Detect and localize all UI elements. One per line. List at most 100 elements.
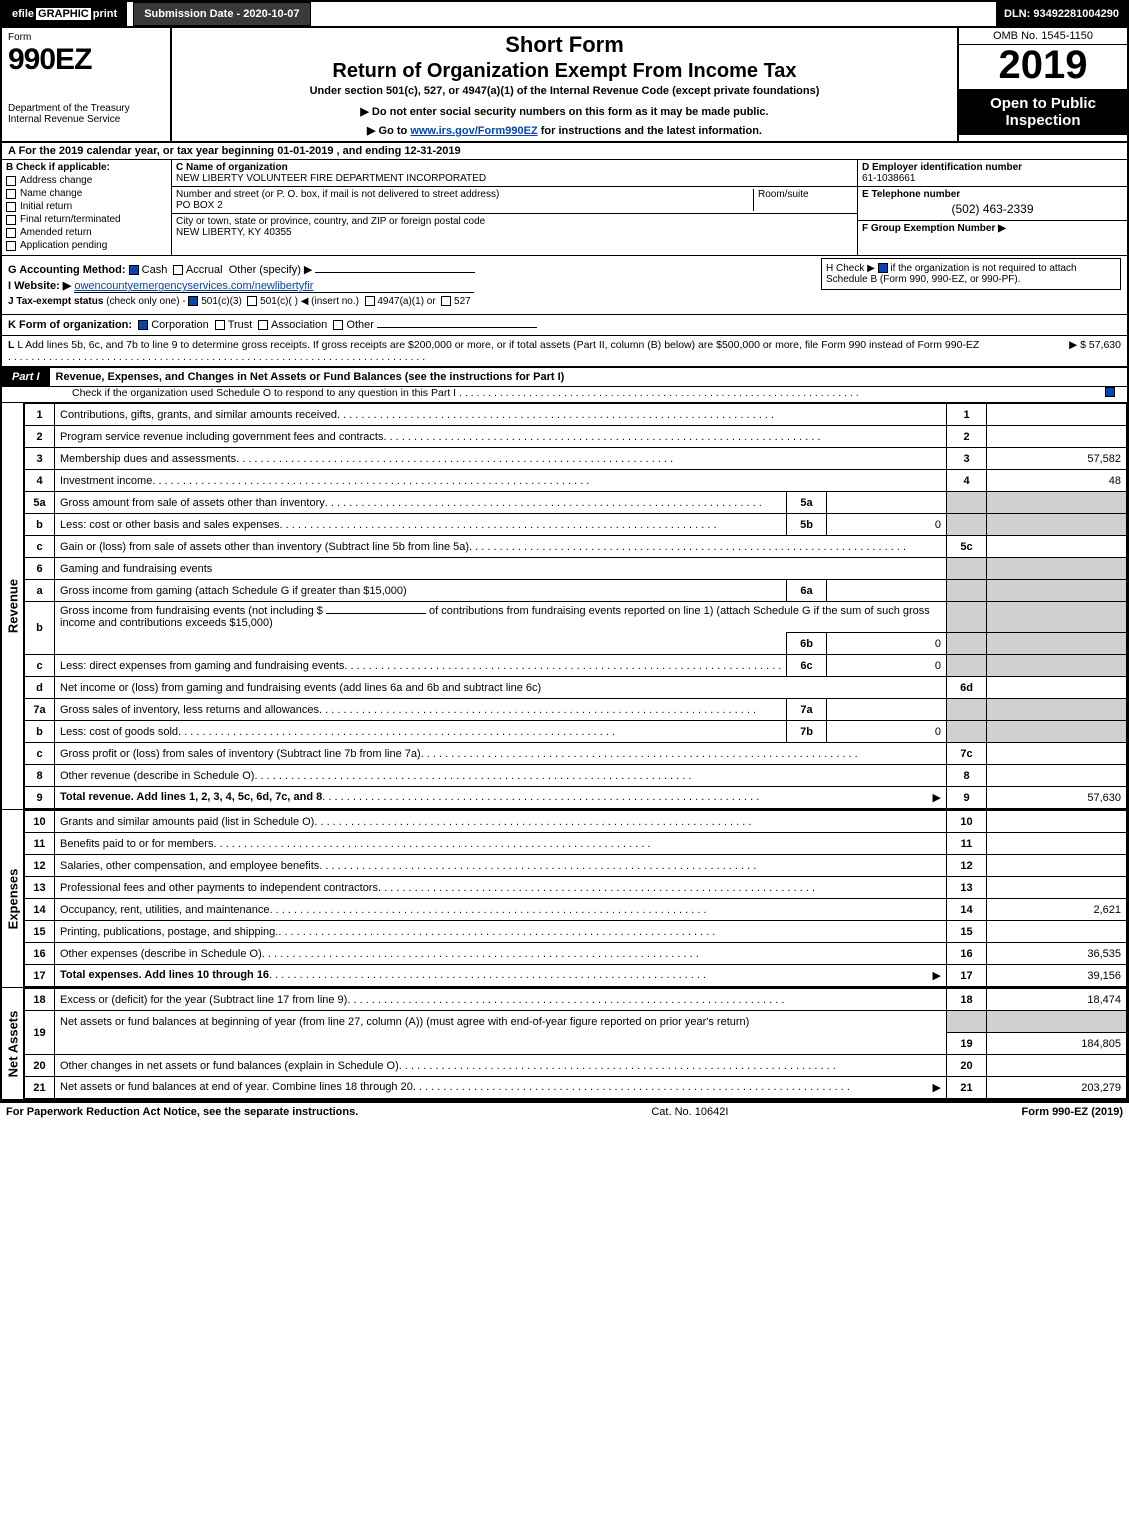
form-container: efile GRAPHIC print Submission Date - 20…	[0, 0, 1129, 1101]
line-desc: Total revenue. Add lines 1, 2, 3, 4, 5c,…	[55, 787, 947, 809]
line-10: 10Grants and similar amounts paid (list …	[25, 811, 1127, 833]
sub-amount: 0	[827, 514, 947, 536]
line-20: 20Other changes in net assets or fund ba…	[25, 1055, 1127, 1077]
k-assoc-label: Association	[271, 319, 327, 331]
chk-501c3[interactable]	[188, 296, 198, 306]
k-other-input[interactable]	[377, 327, 537, 328]
line-amount	[987, 426, 1127, 448]
room-suite: Room/suite	[753, 189, 853, 211]
line-amount	[987, 677, 1127, 699]
line-desc-cont	[55, 633, 787, 655]
line-desc: Net assets or fund balances at end of ye…	[55, 1077, 947, 1099]
expenses-side-label: Expenses	[2, 810, 24, 987]
chk-application-pending[interactable]: Application pending	[6, 240, 167, 251]
line-6d: dNet income or (loss) from gaming and fu…	[25, 677, 1127, 699]
line-num: 7a	[25, 699, 55, 721]
line-15: 15Printing, publications, postage, and s…	[25, 921, 1127, 943]
h-text1: H Check ▶	[826, 263, 878, 274]
ein-value: 61-1038661	[862, 173, 1123, 184]
l-prefix: ▶ $	[1069, 339, 1089, 351]
box-d: D Employer identification number 61-1038…	[858, 160, 1127, 187]
line-ref: 2	[947, 426, 987, 448]
grey-cell	[947, 558, 987, 580]
chk-initial-return[interactable]: Initial return	[6, 201, 167, 212]
line-ref: 13	[947, 877, 987, 899]
line-19: 19Net assets or fund balances at beginni…	[25, 1011, 1127, 1033]
chk-association[interactable]	[258, 320, 268, 330]
line-num: 8	[25, 765, 55, 787]
chk-trust[interactable]	[215, 320, 225, 330]
part-1-sub-text: Check if the organization used Schedule …	[72, 387, 456, 399]
chk-amended-return[interactable]: Amended return	[6, 227, 167, 238]
chk-cash[interactable]	[129, 265, 139, 275]
return-title: Return of Organization Exempt From Incom…	[178, 60, 951, 83]
line-ref: 14	[947, 899, 987, 921]
entity-block: B Check if applicable: Address change Na…	[2, 159, 1127, 255]
grey-cell	[947, 633, 987, 655]
efile-print-button[interactable]: efile GRAPHIC print	[2, 2, 127, 26]
chk-schedule-o[interactable]	[1105, 387, 1115, 397]
header-center: Short Form Return of Organization Exempt…	[172, 28, 957, 141]
website-link[interactable]: owencountyemergencyservices.com/newliber…	[74, 280, 474, 293]
line-amount	[987, 1055, 1127, 1077]
line-7b: bLess: cost of goods sold7b0	[25, 721, 1127, 743]
line-num: 21	[25, 1077, 55, 1099]
line-desc: Program service revenue including govern…	[55, 426, 947, 448]
grey-cell	[987, 514, 1127, 536]
line-num: a	[25, 580, 55, 602]
chk-label: Application pending	[20, 240, 107, 251]
chk-other-org[interactable]	[333, 320, 343, 330]
k-label: K Form of organization:	[8, 319, 132, 331]
page-footer: For Paperwork Reduction Act Notice, see …	[0, 1101, 1129, 1121]
city-label: City or town, state or province, country…	[176, 216, 853, 227]
line-num: 9	[25, 787, 55, 809]
line-num: c	[25, 743, 55, 765]
j-501c3-label: 501(c)(3)	[201, 296, 242, 307]
line-desc: Gross amount from sale of assets other t…	[55, 492, 787, 514]
line-desc: Professional fees and other payments to …	[55, 877, 947, 899]
revenue-section: Revenue 1Contributions, gifts, grants, a…	[2, 402, 1127, 809]
irs-link[interactable]: www.irs.gov/Form990EZ	[410, 125, 537, 137]
line-ref: 20	[947, 1055, 987, 1077]
grey-cell	[947, 1011, 987, 1033]
line-ref: 6d	[947, 677, 987, 699]
grey-cell	[947, 721, 987, 743]
line-ref: 7c	[947, 743, 987, 765]
line-desc: Contributions, gifts, grants, and simila…	[55, 404, 947, 426]
line-desc: Net assets or fund balances at beginning…	[55, 1011, 947, 1033]
chk-527[interactable]	[441, 296, 451, 306]
g-label: G Accounting Method:	[8, 264, 126, 276]
box-c-street: Number and street (or P. O. box, if mail…	[172, 187, 857, 214]
net-assets-side-label: Net Assets	[2, 988, 24, 1099]
grey-cell	[987, 580, 1127, 602]
open-to-public: Open to Public Inspection	[959, 89, 1127, 135]
street-value: PO BOX 2	[176, 200, 753, 211]
line-desc: Gaming and fundraising events	[55, 558, 947, 580]
dept-treasury: Department of the Treasury	[8, 103, 164, 114]
chk-4947[interactable]	[365, 296, 375, 306]
box-c-city: City or town, state or province, country…	[172, 214, 857, 240]
fundraising-amount-input[interactable]	[326, 613, 426, 614]
part-1-sub: Check if the organization used Schedule …	[2, 387, 1127, 402]
chk-name-change[interactable]: Name change	[6, 188, 167, 199]
g-other-input[interactable]	[315, 272, 475, 273]
box-c-name: C Name of organization NEW LIBERTY VOLUN…	[172, 160, 857, 187]
line-13: 13Professional fees and other payments t…	[25, 877, 1127, 899]
line-6c: cLess: direct expenses from gaming and f…	[25, 655, 1127, 677]
box-def: D Employer identification number 61-1038…	[857, 160, 1127, 255]
chk-accrual[interactable]	[173, 265, 183, 275]
sub-ref: 5b	[787, 514, 827, 536]
line-desc: Less: cost of goods sold	[55, 721, 787, 743]
chk-501c[interactable]	[247, 296, 257, 306]
line-ref: 21	[947, 1077, 987, 1099]
line-21: 21Net assets or fund balances at end of …	[25, 1077, 1127, 1099]
part-1-header: Part I Revenue, Expenses, and Changes in…	[2, 366, 1127, 387]
expenses-table: 10Grants and similar amounts paid (list …	[24, 810, 1127, 987]
chk-final-return[interactable]: Final return/terminated	[6, 214, 167, 225]
checkbox-filled-icon[interactable]	[878, 263, 888, 273]
chk-label: Amended return	[20, 227, 92, 238]
chk-address-change[interactable]: Address change	[6, 175, 167, 186]
footer-cat-no: Cat. No. 10642I	[358, 1106, 1021, 1118]
chk-corporation[interactable]	[138, 320, 148, 330]
line-num: 19	[25, 1011, 55, 1055]
